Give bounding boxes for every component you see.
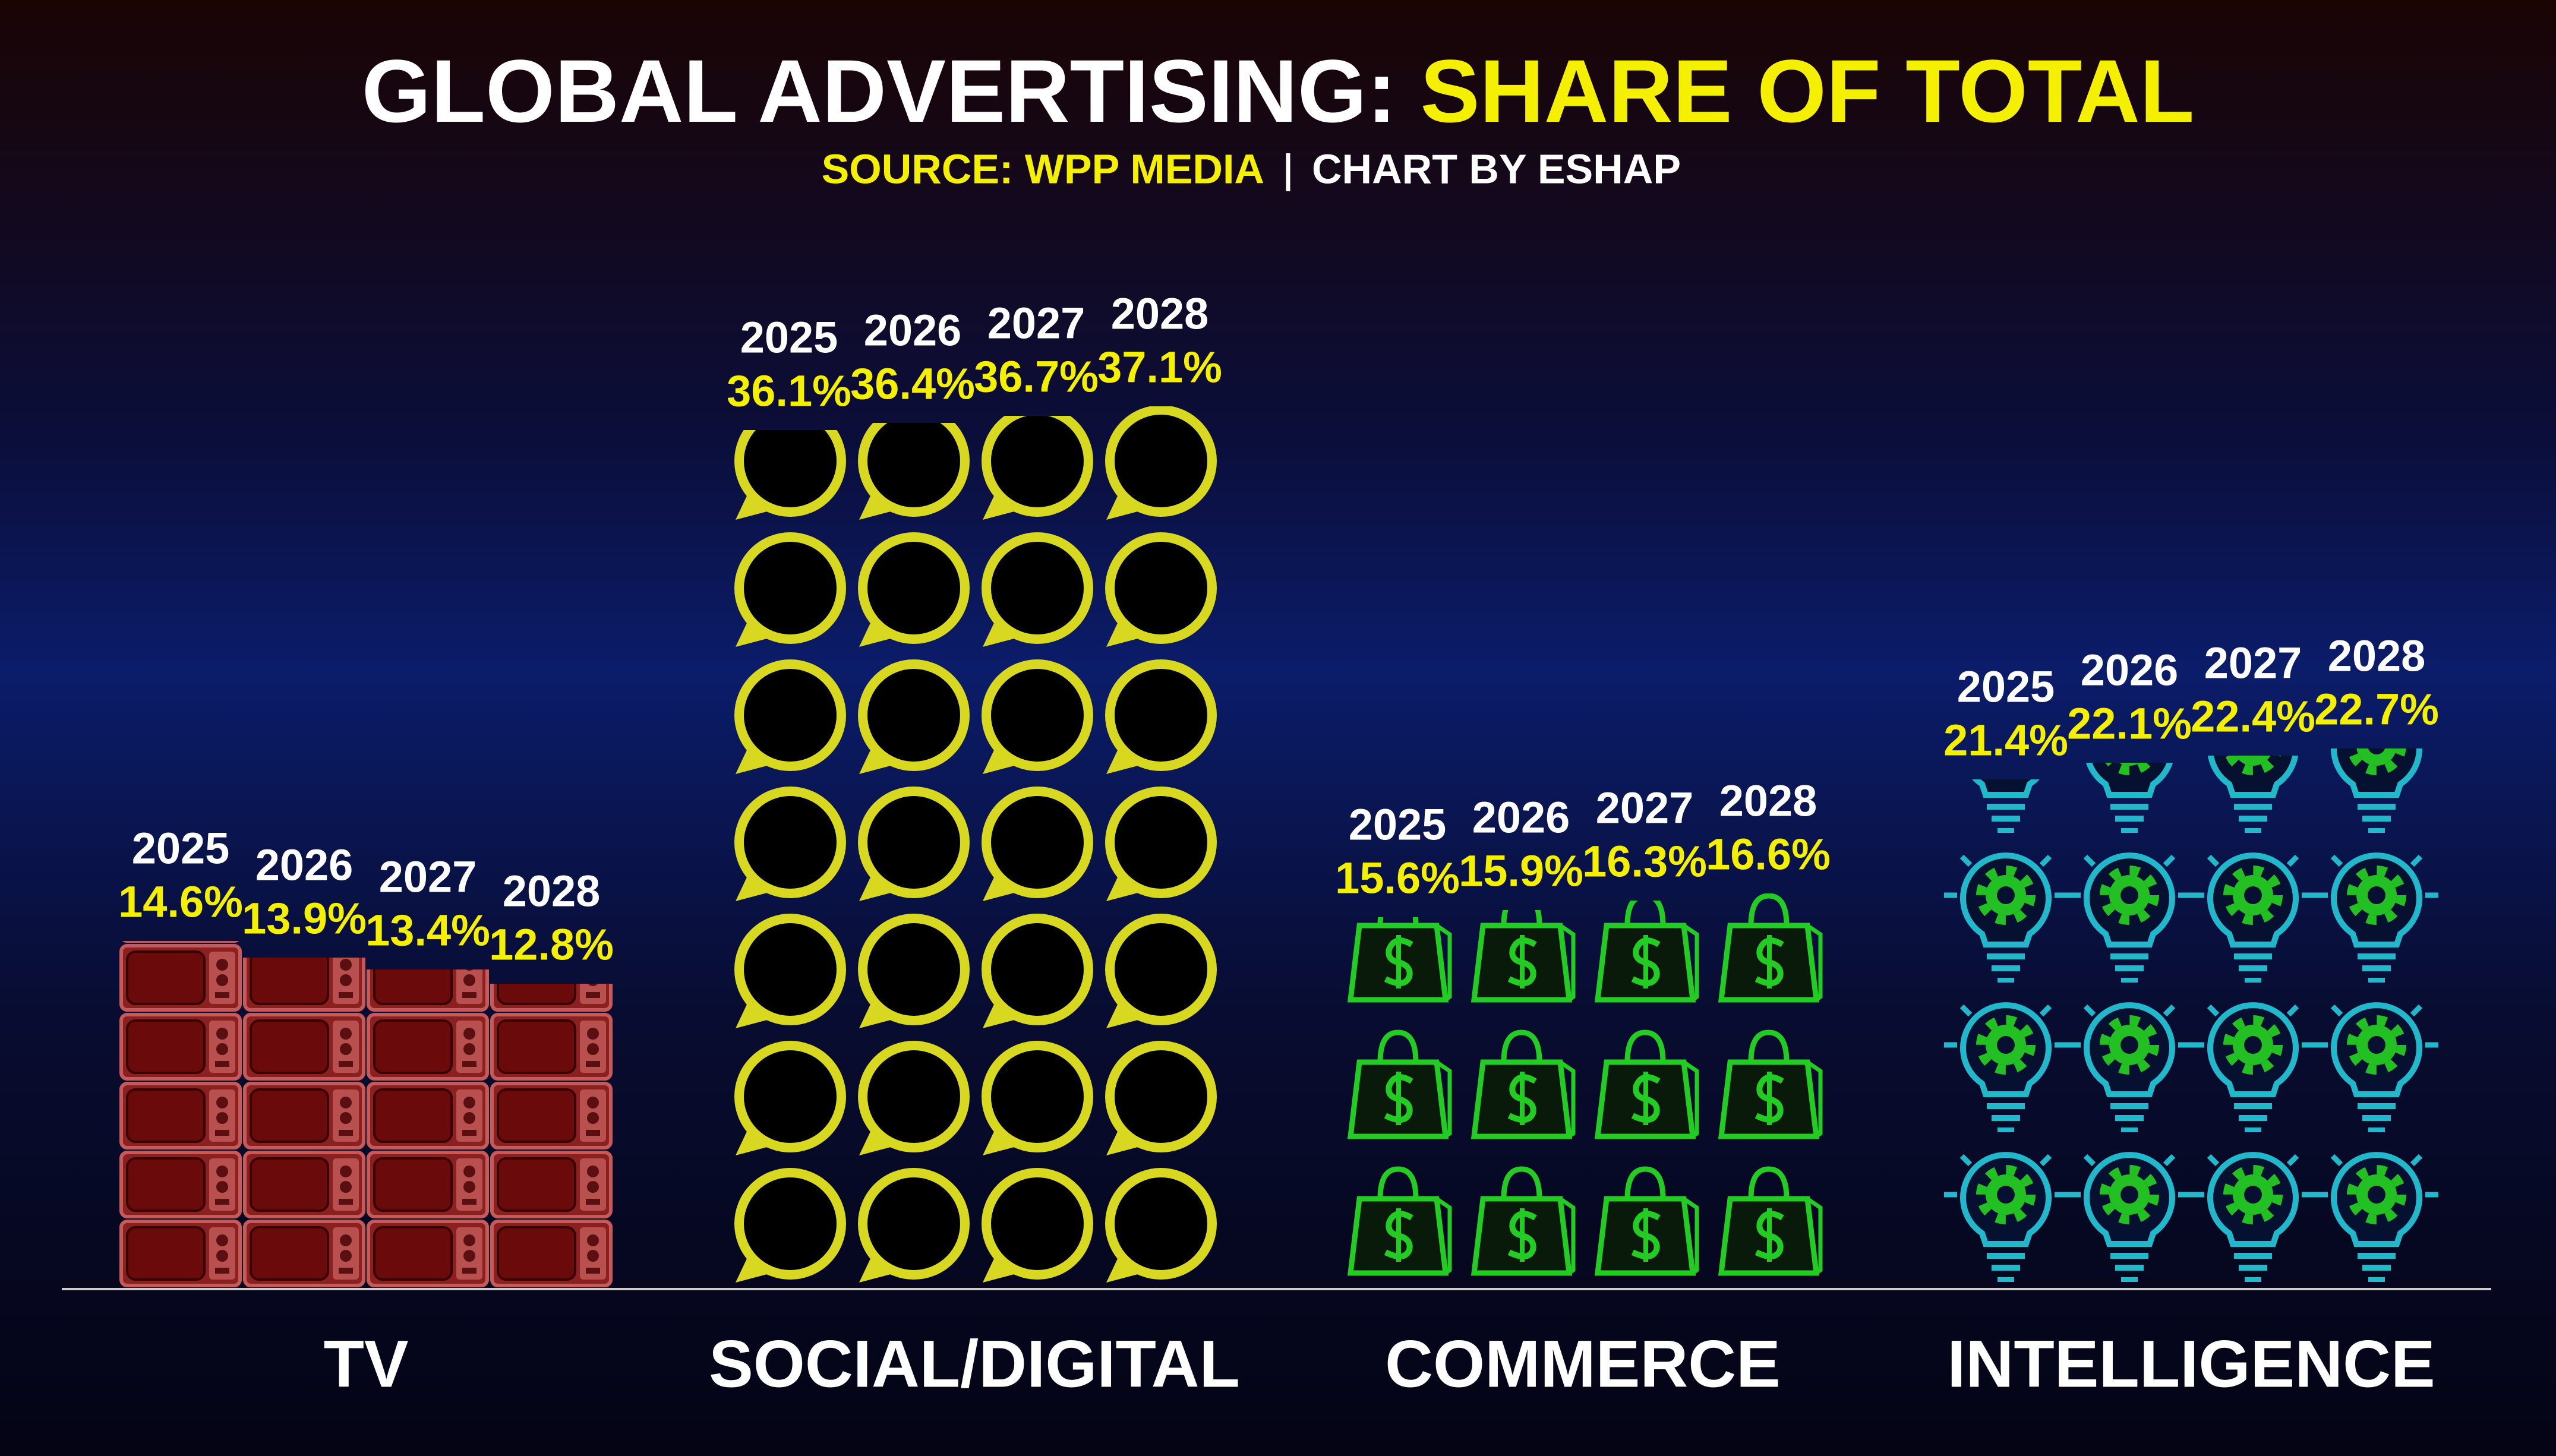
value-label: 22.4% [2191,692,2315,741]
bar [1336,917,1459,1288]
year-label: 2028 [1111,289,1209,339]
credit: CHART BY ESHAP [1312,146,1681,192]
year-label: 2028 [1719,776,1817,826]
year-label: 2027 [987,299,1085,348]
bar [366,969,490,1288]
category-label: INTELLIGENCE [1947,1327,2435,1401]
year-label: 2027 [2204,639,2302,688]
year-label: 2026 [864,306,962,355]
bar [1706,893,1830,1288]
title-highlight: SHARE OF TOTAL [1420,41,2194,141]
value-label: 13.9% [242,894,367,943]
bar [2191,756,2315,1288]
value-label: 16.3% [1582,837,1707,886]
bar [1098,406,1222,1288]
value-label: 21.4% [1943,716,2068,765]
year-label: 2027 [379,852,477,902]
value-label: 36.7% [974,352,1099,402]
value-label: 36.1% [727,367,851,416]
value-label: 13.4% [365,906,490,955]
value-label: 36.4% [850,359,975,409]
year-label: 2025 [1957,662,2055,712]
year-label: 2025 [132,824,230,873]
category-label: COMMERCE [1385,1327,1781,1401]
chart-title: GLOBAL ADVERTISING: SHARE OF TOTAL [362,41,2194,141]
year-label: 2026 [1472,793,1570,842]
bar [1583,901,1706,1288]
value-label: 14.6% [118,877,243,927]
bar [1459,910,1583,1288]
year-label: 2025 [1349,800,1447,849]
year-label: 2026 [255,841,354,890]
bar [490,984,613,1288]
category-label: SOCIAL/DIGITAL [709,1327,1240,1401]
value-label: 16.6% [1706,830,1831,879]
value-label: 22.7% [2314,685,2439,734]
year-label: 2028 [2328,631,2426,681]
value-label: 15.6% [1335,854,1460,903]
bar [851,423,974,1288]
title-main: GLOBAL ADVERTISING: [362,41,1397,141]
bar [242,958,366,1288]
category-label: TV [323,1327,408,1401]
year-label: 2025 [740,313,838,362]
year-label: 2027 [1596,784,1694,833]
year-label: 2028 [503,867,601,916]
source: SOURCE: WPP MEDIA [822,146,1264,192]
bar [2315,748,2438,1288]
year-label: 2026 [2081,646,2179,695]
bar [974,416,1098,1288]
bar [727,430,851,1288]
value-label: 22.1% [2067,699,2192,748]
bar [1944,779,2068,1288]
bar [119,941,242,1288]
bar [2068,763,2191,1288]
value-label: 12.8% [489,920,614,969]
value-label: 15.9% [1459,847,1583,896]
value-label: 37.1% [1097,343,1222,392]
